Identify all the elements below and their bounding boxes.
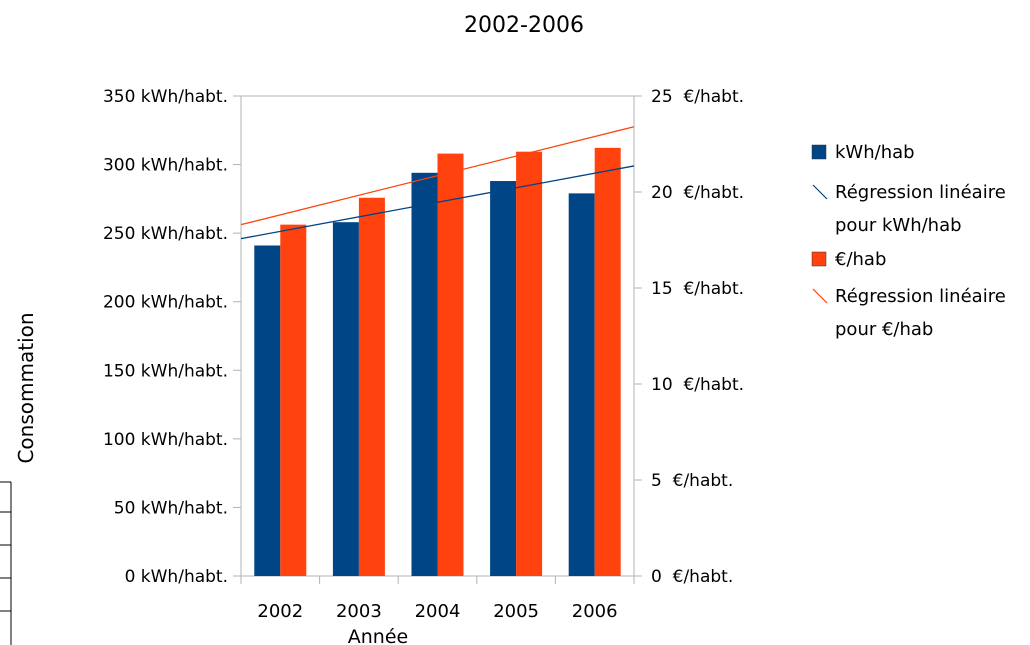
bar-kwh-2002 <box>254 245 281 576</box>
x-tick-label: 2005 <box>493 601 539 622</box>
left-tick-label: 200 kWh/habt. <box>103 293 228 313</box>
bar-eur-2002 <box>280 224 307 576</box>
bar-kwh-2004 <box>411 172 438 577</box>
right-tick-label: 20 €/habt. <box>651 183 744 203</box>
legend-line-swatch <box>812 288 828 304</box>
x-tick-label: 2003 <box>336 601 382 622</box>
y-axis-title: Consommation <box>14 312 38 463</box>
right-tick-label: 15 €/habt. <box>651 279 744 299</box>
right-tick-label: 10 €/habt. <box>651 375 744 395</box>
trendline-kwh <box>240 165 635 240</box>
left-tick-label: 150 kWh/habt. <box>103 361 228 381</box>
bars <box>254 147 621 577</box>
legend-label: Régression linéaire <box>835 286 1006 307</box>
x-axis-title: Année <box>348 626 408 645</box>
right-tick-label: 0 €/habt. <box>651 567 733 587</box>
bar-kwh-2006 <box>568 193 595 576</box>
x-tick-label: 2002 <box>257 601 303 622</box>
legend-swatch <box>811 251 827 267</box>
edge-fragment <box>0 481 12 645</box>
bar-eur-2004 <box>437 153 464 576</box>
left-tick-label: 250 kWh/habt. <box>103 224 228 244</box>
legend-label: kWh/hab <box>835 142 915 163</box>
legend-label: pour kWh/hab <box>835 215 962 236</box>
left-tick-label: 300 kWh/habt. <box>103 156 228 176</box>
right-tick-label: 25 €/habt. <box>651 87 744 107</box>
bar-eur-2003 <box>358 197 385 576</box>
right-axis-ticks: 0 €/habt. 5 €/habt. 10 €/habt. 15 €/habt. 20… <box>634 87 744 587</box>
x-axis-ticks: 2002 2003 2004 2005 2006 <box>240 576 635 622</box>
left-tick-label: 350 kWh/habt. <box>103 87 228 107</box>
trendlines <box>240 126 635 240</box>
x-tick-label: 2006 <box>572 601 618 622</box>
left-axis-ticks: 0 kWh/habt. 50 kWh/habt. 100 kWh/habt. 150 … <box>103 87 241 587</box>
legend-label: Régression linéaire <box>835 182 1006 203</box>
left-tick-label: 100 kWh/habt. <box>103 430 228 450</box>
legend-label: pour €/hab <box>835 319 933 340</box>
legend: kWh/hab Régression linéaire pour kWh/hab €/… <box>811 142 1006 340</box>
legend-line-swatch <box>812 184 828 200</box>
bar-eur-2005 <box>516 151 543 576</box>
bar-kwh-2005 <box>490 181 517 576</box>
right-tick-label: 5 €/habt. <box>651 471 733 491</box>
trendline-eur <box>240 126 635 226</box>
bar-eur-2006 <box>594 147 621 576</box>
legend-label: €/hab <box>835 249 886 270</box>
x-tick-label: 2004 <box>415 601 461 622</box>
left-tick-label: 50 kWh/habt. <box>114 498 228 518</box>
legend-swatch <box>811 144 827 160</box>
left-tick-label: 0 kWh/habt. <box>125 567 228 587</box>
bar-kwh-2003 <box>332 222 359 576</box>
chart-title: 2002-2006 <box>464 13 584 38</box>
